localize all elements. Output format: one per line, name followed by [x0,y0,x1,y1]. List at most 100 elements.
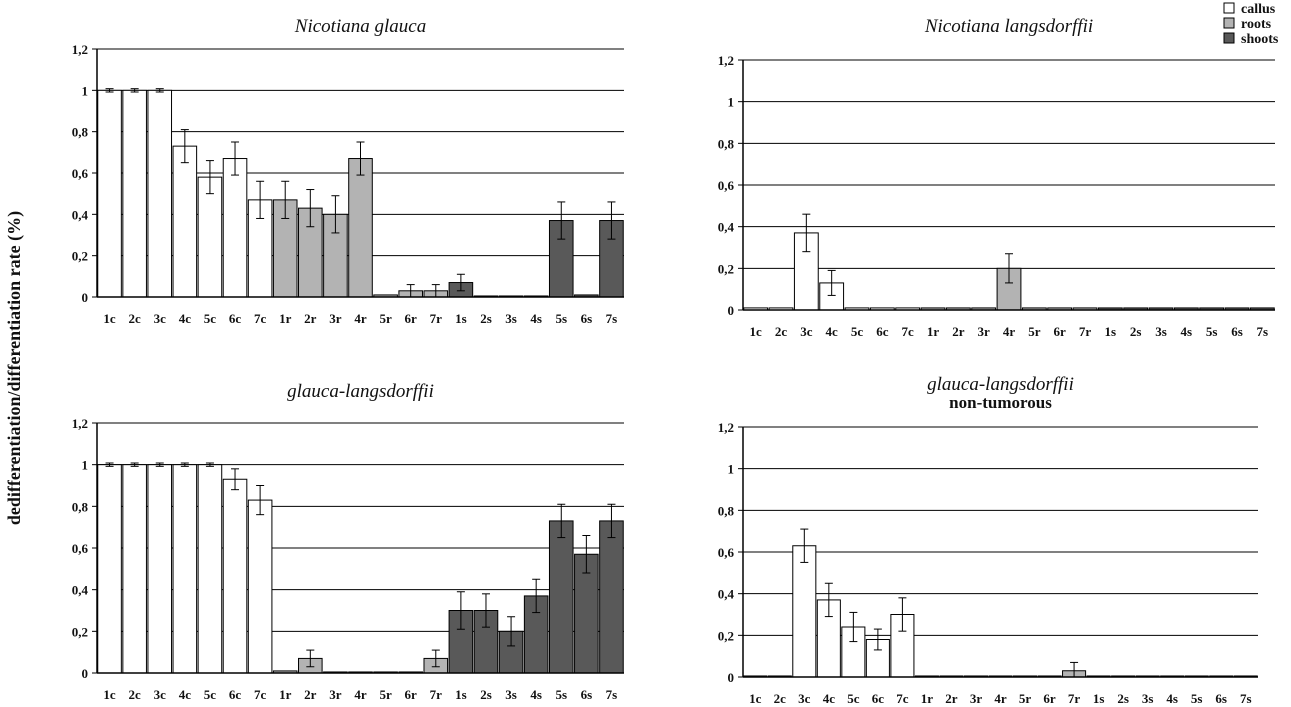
x-tick-label: 1r [921,691,934,706]
x-tick-label: 1s [1093,691,1105,706]
error-bar-1c [105,88,114,93]
bar-3c [147,464,173,674]
x-tick-label: 5s [1191,691,1203,706]
x-tick-label: 4c [179,687,192,702]
error-bar-4r [1005,253,1013,284]
x-tick-label: 4s [1166,691,1178,706]
y-tick-label: 1 [82,83,89,98]
chart-title: glauca-langsdorffii [927,374,1074,395]
x-tick-label: 5s [555,687,567,702]
error-bar-4s [532,578,541,614]
y-tick-label: 0,6 [72,166,89,181]
x-tick-label: 6c [876,324,889,339]
error-bar-4c [824,582,833,618]
x-tick-label: 7c [254,311,267,326]
chart-panel-glauca-langsdorffii: glauca-langsdorffii 0 0,2 0,4 0,6 0,8 1 1,2 1c 2c… [72,381,624,702]
x-tick-label: 7c [902,324,915,339]
error-bar-6c [873,628,882,651]
x-tick-label: 7r [1079,324,1092,339]
legend-swatch-roots [1223,17,1235,29]
x-tick-label: 2s [480,687,492,702]
y-tick-label: 0 [728,303,735,318]
x-tick-label: 6s [581,311,593,326]
y-tick-label: 1,2 [72,42,88,57]
error-bar-1c [105,462,114,467]
x-tick-label: 6c [872,691,885,706]
x-tick-label: 3c [798,691,811,706]
error-bar-5s [557,201,566,240]
x-tick-label: 3r [329,687,342,702]
x-tick-label: 6s [1231,324,1243,339]
x-tick-label: 4r [994,691,1007,706]
y-tick-label: 0 [82,290,89,305]
y-tick-label: 1,2 [718,53,734,68]
x-tick-label: 3r [329,311,342,326]
y-tick-label: 0,6 [718,178,735,193]
x-tick-label: 7s [606,687,618,702]
x-tick-label: 5r [379,687,392,702]
x-tick-label: 3r [978,324,991,339]
chart-title: glauca-langsdorffii [287,381,434,402]
x-tick-label: 7s [1257,324,1269,339]
y-tick-label: 0,4 [718,587,735,602]
error-bar-4c [827,269,836,296]
y-tick-label: 0,4 [72,207,89,222]
error-bar-4c [180,129,189,164]
x-tick-label: 4c [826,324,839,339]
x-tick-label: 2r [945,691,958,706]
x-tick-label: 2s [480,311,492,326]
bar-5c [197,464,223,674]
error-bar-5s [557,503,566,539]
x-tick-label: 3c [154,687,167,702]
y-tick-label: 1,2 [72,416,88,431]
x-tick-label: 2r [304,687,317,702]
error-bar-6c [231,468,240,491]
y-tick-label: 0,6 [72,541,89,556]
x-tick-label: 7r [430,311,443,326]
y-tick-label: 0 [728,670,735,685]
x-tick-label: 1r [927,324,940,339]
error-bar-3c [802,213,811,253]
legend-label-shoots: shoots [1241,32,1279,47]
error-bar-4c [180,462,189,467]
x-tick-label: 1s [1105,324,1117,339]
y-tick-label: 0,6 [718,545,735,560]
error-bar-1r [281,180,290,219]
y-tick-label: 1 [82,458,89,473]
bar-3c [147,89,173,298]
x-tick-label: 5c [204,687,217,702]
legend-label-roots: roots [1241,17,1272,32]
x-tick-label: 1s [455,311,467,326]
x-tick-label: 2s [1117,691,1129,706]
x-tick-label: 7c [254,687,267,702]
error-bar-7s [607,201,616,240]
chart-panel-nicotiana-langsdorffii: Nicotiana langsdorffii 0 0,2 0,4 0,6 0,8 1 1,2 1… [718,16,1275,339]
bar-2c [122,89,147,298]
error-bar-5c [849,611,858,643]
error-bar-2r [306,189,315,228]
y-tick-label: 0,8 [718,136,735,151]
bar-4c [172,464,198,674]
x-tick-label: 3s [1142,691,1154,706]
error-bar-6c [231,141,240,176]
bar-2c [122,464,147,674]
bar-1c [97,89,122,298]
x-tick-label: 7r [430,687,443,702]
error-bar-3r [331,195,340,234]
x-tick-label: 2c [775,324,788,339]
legend-swatch-shoots [1223,32,1235,44]
x-tick-label: 5c [851,324,864,339]
x-tick-label: 1c [750,324,763,339]
bar-4r [348,158,373,298]
y-tick-label: 1 [728,462,735,477]
chart-subtitle: non-tumorous [949,393,1052,412]
x-tick-label: 4s [530,687,542,702]
x-tick-label: 3s [1155,324,1167,339]
chart-panel-nicotiana-glauca: Nicotiana glauca 0 0,2 0,4 0,6 0,8 1 1,2 1c 2c 3c 4… [72,16,624,326]
x-tick-label: 6r [1054,324,1067,339]
error-bar-7s [607,503,616,539]
y-tick-label: 0,2 [72,249,88,264]
y-tick-label: 0,8 [72,125,89,140]
bar-7c [247,499,273,674]
